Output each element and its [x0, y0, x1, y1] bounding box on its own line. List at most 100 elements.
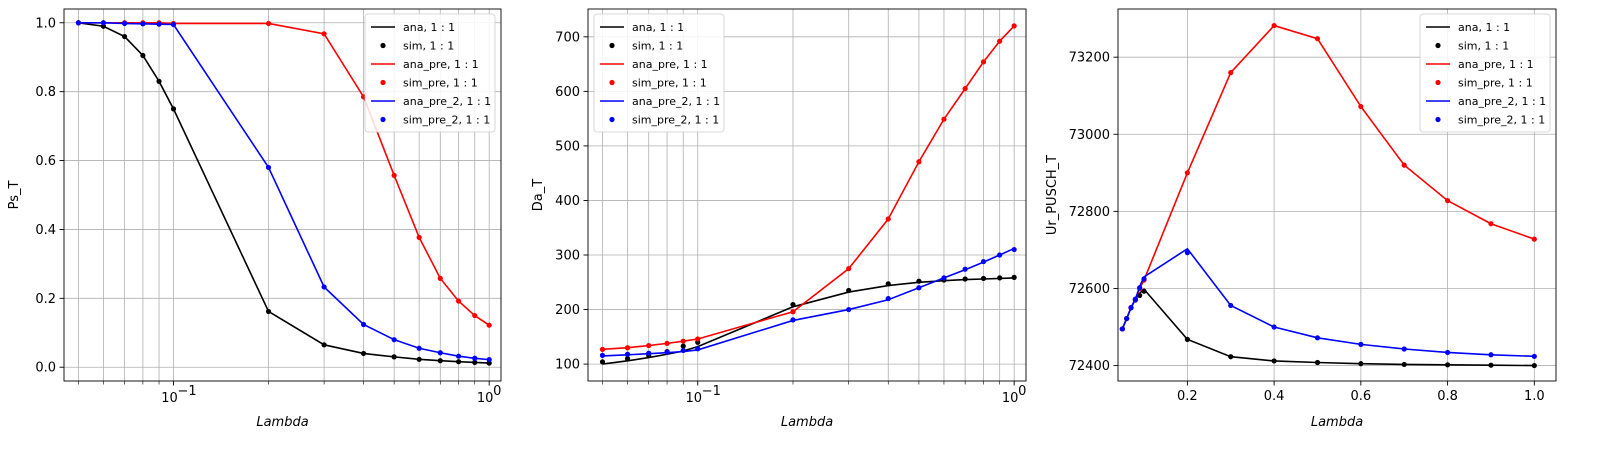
legend-marker-swatch — [1435, 42, 1441, 49]
data-point — [265, 20, 272, 27]
x-tick-label: 10 — [685, 391, 702, 406]
data-point — [455, 353, 462, 359]
data-point — [1271, 22, 1277, 29]
data-point — [980, 258, 987, 265]
data-point — [1358, 103, 1364, 110]
data-point — [1132, 296, 1138, 302]
data-point — [1011, 246, 1017, 253]
data-point — [1119, 326, 1125, 332]
data-point — [1488, 362, 1494, 368]
data-point — [997, 38, 1003, 44]
data-point — [121, 20, 128, 27]
y-axis-label: Ur_PUSCH_T — [1045, 155, 1060, 235]
data-point — [962, 86, 968, 92]
y-tick-label: 200 — [555, 303, 580, 318]
legend-label: ana, 1 : 1 — [1458, 21, 1510, 34]
data-point — [416, 234, 422, 240]
chart-panel-1: 10 −1 10 00.00.20.40.60.81.0LambdaPs_Tana, … — [7, 8, 501, 430]
legend-label: sim_pre, 1 : 1 — [632, 77, 707, 90]
data-point — [997, 275, 1003, 281]
data-point — [1488, 221, 1494, 227]
x-axis-label: Lambda — [1311, 415, 1363, 430]
data-point — [391, 354, 397, 360]
data-point — [1141, 288, 1147, 294]
data-point — [1011, 274, 1017, 280]
data-point — [941, 116, 947, 122]
y-tick-label: 500 — [555, 139, 580, 154]
data-point — [265, 164, 272, 171]
series-line — [602, 277, 1015, 365]
y-tick-label: 72400 — [1069, 359, 1110, 374]
x-tick-label: 0.6 — [1351, 389, 1372, 404]
legend-marker-swatch — [380, 42, 386, 49]
data-point — [695, 336, 701, 342]
legend-label: sim_pre, 1 : 1 — [1458, 77, 1533, 90]
data-point — [156, 78, 162, 84]
data-point — [455, 298, 462, 304]
data-point — [1124, 315, 1130, 322]
data-point — [1271, 324, 1277, 330]
data-point — [664, 349, 670, 355]
data-point — [599, 346, 606, 352]
data-point — [916, 278, 922, 284]
chart-panel-2: 10 −1 10 0100200300400500600700LambdaDa_Tan… — [531, 8, 1027, 430]
data-point — [437, 275, 443, 281]
data-point — [265, 308, 272, 315]
legend-label: ana_pre_2, 1 : 1 — [1458, 95, 1546, 108]
data-point — [455, 359, 462, 365]
data-point — [1184, 250, 1190, 256]
data-point — [1531, 236, 1537, 242]
x-tick-label: 1.0 — [1524, 389, 1545, 404]
data-point — [624, 356, 631, 362]
data-point — [1228, 354, 1234, 360]
y-tick-label: 73200 — [1069, 51, 1110, 66]
y-tick-label: 0.8 — [35, 85, 56, 100]
y-tick-label: 1.0 — [35, 16, 56, 31]
data-point — [1488, 352, 1494, 358]
data-point — [1358, 361, 1364, 367]
data-point — [962, 276, 968, 282]
legend-box — [364, 13, 496, 133]
data-point — [416, 345, 422, 351]
data-point — [391, 337, 397, 343]
legend-label: sim, 1 : 1 — [1458, 40, 1509, 53]
data-point — [941, 275, 947, 281]
y-tick-label: 72800 — [1069, 205, 1110, 220]
data-point — [416, 356, 422, 362]
series-2 — [599, 23, 1017, 352]
legend-label: ana_pre_2, 1 : 1 — [403, 95, 491, 108]
data-point — [360, 350, 367, 357]
legend-label: ana, 1 : 1 — [632, 21, 684, 34]
series-1 — [599, 274, 1017, 365]
legend-marker-swatch — [1435, 116, 1441, 123]
data-point — [100, 20, 107, 26]
data-point — [790, 302, 796, 308]
legend-label: sim, 1 : 1 — [403, 40, 454, 53]
series-3 — [1119, 247, 1537, 359]
legend-marker-swatch — [1435, 79, 1441, 86]
x-tick-label: 10 — [161, 391, 178, 406]
y-tick-label: 0.2 — [35, 292, 56, 307]
data-point — [962, 266, 968, 272]
data-point — [1444, 197, 1451, 204]
legend-label: ana_pre, 1 : 1 — [403, 58, 479, 71]
data-point — [846, 266, 852, 272]
data-point — [997, 252, 1003, 258]
data-point — [1401, 162, 1407, 168]
data-point — [646, 342, 652, 349]
data-point — [1314, 335, 1321, 341]
series-3 — [75, 20, 492, 363]
x-tick-exponent: 0 — [493, 384, 501, 399]
data-point — [472, 359, 478, 365]
data-point — [1137, 285, 1143, 291]
legend-label: sim_pre_2, 1 : 1 — [632, 114, 719, 127]
legend-marker-swatch — [609, 116, 615, 123]
data-point — [599, 352, 606, 358]
data-point — [916, 159, 922, 165]
data-point — [1444, 349, 1451, 356]
data-point — [486, 357, 492, 363]
data-point — [1444, 362, 1451, 368]
data-point — [170, 106, 177, 112]
legend-label: sim_pre_2, 1 : 1 — [1458, 114, 1545, 127]
